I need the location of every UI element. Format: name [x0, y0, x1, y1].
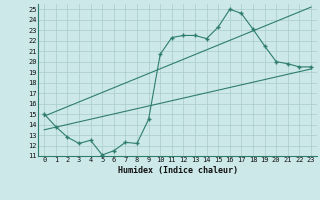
- X-axis label: Humidex (Indice chaleur): Humidex (Indice chaleur): [118, 166, 238, 175]
